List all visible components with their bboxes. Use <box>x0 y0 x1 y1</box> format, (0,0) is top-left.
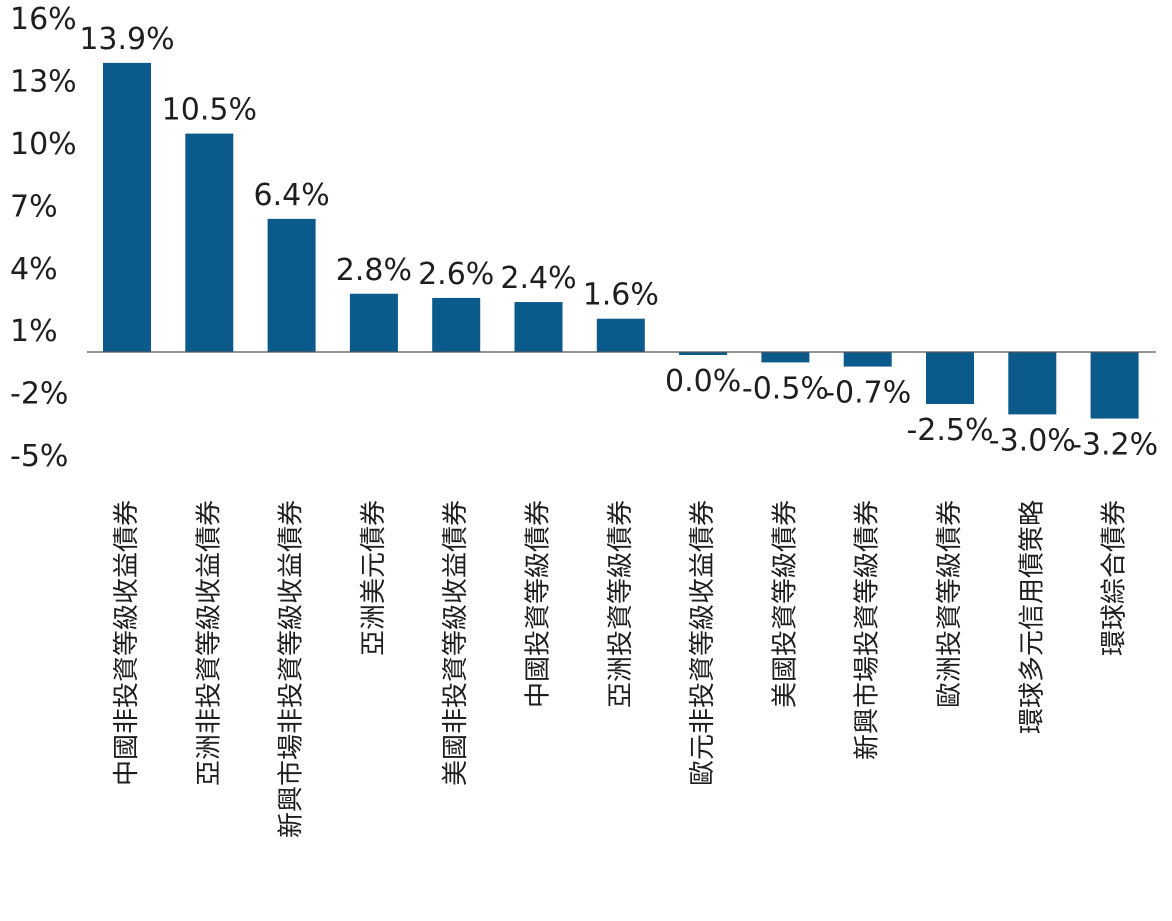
y-tick-label: 13% <box>10 65 77 100</box>
data-labels-group: 13.9%10.5%6.4%2.8% 2.6% 2.4% 1.6%0.0% -0.5%-… <box>79 22 1158 463</box>
bar <box>432 297 481 352</box>
bar <box>761 352 810 363</box>
bar-value-label: -3.0% <box>989 423 1076 458</box>
bar-value-label: -2.5% <box>906 413 993 448</box>
bar-value-label: 10.5% <box>162 93 257 128</box>
bars-group <box>103 62 1139 419</box>
bar <box>514 302 563 352</box>
bar-value-label: -0.7% <box>824 376 911 411</box>
bar <box>349 293 398 352</box>
bar-value-label: 0.0% <box>665 364 741 399</box>
category-label: 歐洲投資等級債券 <box>935 500 965 708</box>
bar <box>103 62 151 352</box>
category-label: 美國非投資等級收益債券 <box>441 500 471 786</box>
category-label: 亞洲投資等級債券 <box>606 500 636 708</box>
bar <box>926 352 974 404</box>
category-label: 新興市場非投資等級收益債券 <box>277 500 307 838</box>
bar-value-label: 2.4% <box>500 261 576 296</box>
y-tick-label: 10% <box>10 127 77 162</box>
category-label: 中國非投資等級收益債券 <box>112 500 142 786</box>
category-labels-group: 中國非投資等級收益債券 亞洲非投資等級收益債券 新興市場非投資等級收益債券 亞洲美元債… <box>112 500 1130 838</box>
category-label: 環球多元信用債策略 <box>1017 500 1047 734</box>
bar <box>1008 352 1057 415</box>
category-label: 中國投資等級債券 <box>524 500 554 708</box>
bar <box>185 133 234 352</box>
bar <box>843 352 892 367</box>
y-tick-label: -5% <box>10 439 68 474</box>
bar <box>679 352 728 355</box>
bar-value-label: 2.6% <box>418 257 494 292</box>
bar <box>267 218 316 352</box>
category-label: 亞洲非投資等級收益債券 <box>194 500 224 786</box>
y-tick-label: 1% <box>10 314 58 349</box>
bar-value-label: 2.8% <box>336 253 412 288</box>
y-tick-label: 16% <box>10 2 77 37</box>
bar-value-label: 6.4% <box>253 178 329 213</box>
y-tick-label: 4% <box>10 252 58 287</box>
bar-value-label: 1.6% <box>583 278 659 313</box>
category-label: 亞洲美元債券 <box>359 500 389 656</box>
category-label: 環球綜合債券 <box>1100 500 1130 656</box>
category-label: 歐元非投資等級收益債券 <box>688 500 718 786</box>
y-tick-label: -2% <box>10 377 68 412</box>
category-label: 新興市場投資等級債券 <box>853 500 883 760</box>
y-tick-label: 7% <box>10 189 58 224</box>
category-label: 美國投資等級債券 <box>770 500 800 708</box>
bar-value-label: 13.9% <box>79 22 174 57</box>
bar <box>596 318 645 352</box>
bar-value-label: -0.5% <box>742 371 829 406</box>
bar-value-label: -3.2% <box>1071 428 1158 463</box>
bar <box>1090 352 1139 419</box>
y-axis-ticks: 16% 13% 10% 7% 4% 1% -2% -5% <box>10 2 77 474</box>
